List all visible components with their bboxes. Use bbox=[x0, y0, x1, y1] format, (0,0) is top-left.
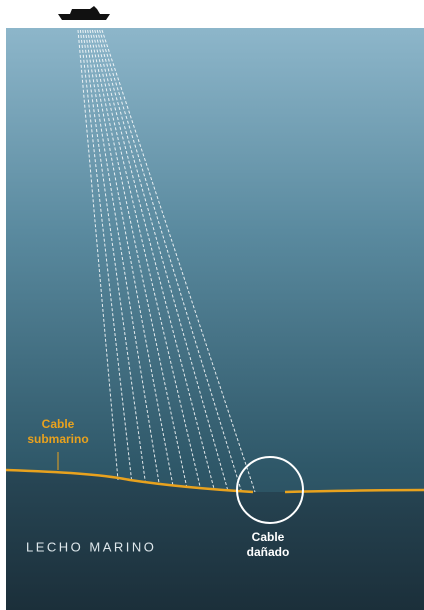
cable-label: submarino bbox=[27, 432, 88, 446]
cable-label: Cable bbox=[42, 417, 75, 431]
damage-label: dañado bbox=[247, 545, 290, 559]
seabed-label: LECHO MARINO bbox=[26, 539, 156, 554]
damage-label: Cable bbox=[252, 530, 285, 544]
illustration: Cable submarino LECHO MARINO Cable dañad… bbox=[0, 0, 424, 610]
page: Cable submarino LECHO MARINO Cable dañad… bbox=[0, 0, 424, 610]
